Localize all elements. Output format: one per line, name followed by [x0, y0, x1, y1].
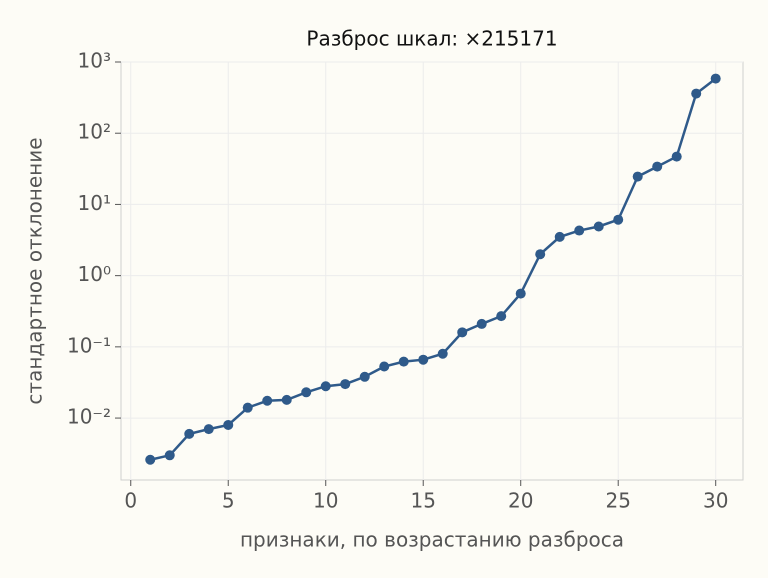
data-point: [496, 311, 507, 322]
chart-title: Разброс шкал: ×215171: [306, 27, 557, 51]
data-point: [437, 348, 448, 359]
y-tick-label: 10⁻¹: [67, 333, 111, 357]
y-tick-label: 10⁰: [78, 262, 111, 286]
data-point: [223, 419, 234, 430]
data-point: [145, 454, 156, 465]
plot-frame: [120, 61, 744, 481]
data-point: [242, 402, 253, 413]
data-point: [535, 249, 546, 260]
data-point: [574, 225, 585, 236]
y-axis-label: стандартное отклонение: [23, 137, 47, 404]
x-tick-label: 30: [703, 489, 728, 513]
data-point: [554, 231, 565, 242]
x-axis-label: признаки, по возрастанию разброса: [240, 528, 624, 552]
y-tick-label: 10³: [78, 49, 111, 73]
data-point: [593, 221, 604, 232]
data-point: [184, 428, 195, 439]
data-point: [691, 88, 702, 99]
data-point: [613, 214, 624, 225]
data-point: [301, 387, 312, 398]
data-point: [203, 424, 214, 435]
data-point: [359, 371, 370, 382]
data-point: [281, 394, 292, 405]
x-tick-label: 15: [410, 489, 435, 513]
x-tick-label: 10: [313, 489, 338, 513]
y-tick-label: 10¹: [78, 191, 111, 215]
data-point: [710, 73, 721, 84]
data-point: [262, 395, 273, 406]
x-tick-label: 25: [605, 489, 630, 513]
data-point: [418, 354, 429, 365]
data-point: [515, 288, 526, 299]
y-tick-label: 10²: [78, 120, 111, 144]
data-point: [652, 161, 663, 172]
x-tick-label: 5: [222, 489, 235, 513]
data-point: [632, 171, 643, 182]
data-point: [164, 450, 175, 461]
x-tick-label: 0: [124, 489, 137, 513]
data-point: [379, 361, 390, 372]
y-tick-label: 10⁻²: [67, 405, 111, 429]
series-line: [149, 77, 717, 461]
data-point: [476, 318, 487, 329]
data-point: [340, 379, 351, 390]
data-point: [320, 381, 331, 392]
data-point: [398, 356, 409, 367]
data-point: [457, 327, 468, 338]
data-point: [671, 151, 682, 162]
x-tick-label: 20: [508, 489, 533, 513]
